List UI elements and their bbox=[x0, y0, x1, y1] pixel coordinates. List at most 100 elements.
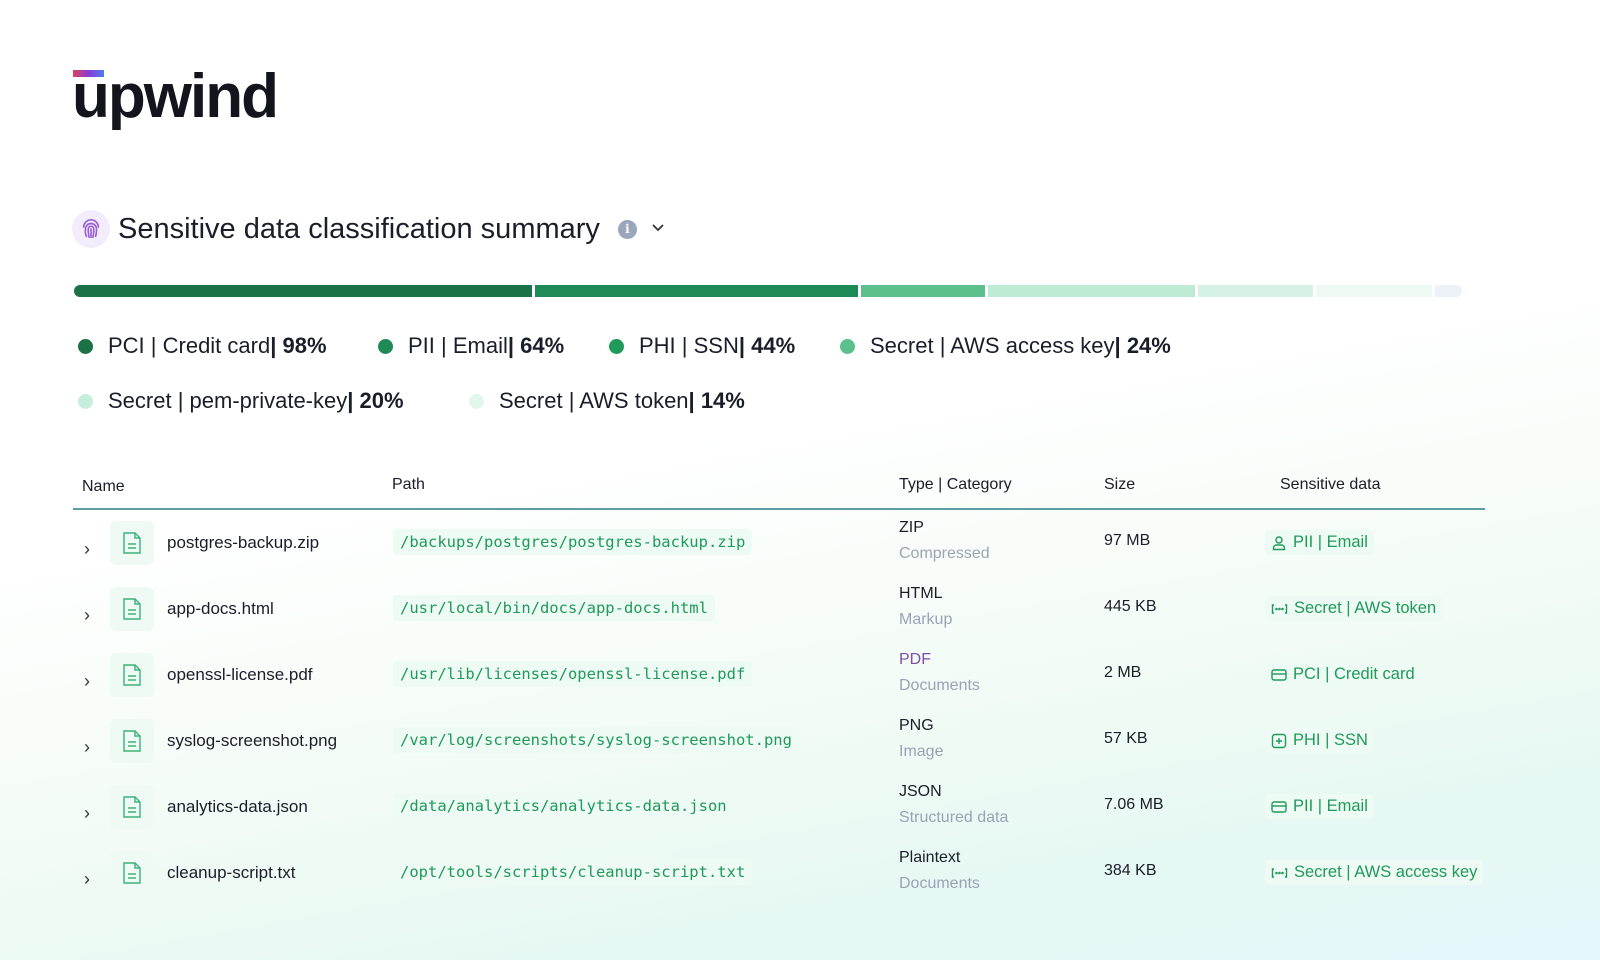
file-category: Documents bbox=[899, 677, 980, 694]
bar-segment bbox=[1316, 285, 1432, 297]
file-size: 2 MB bbox=[1104, 664, 1142, 681]
info-icon[interactable]: i bbox=[617, 219, 637, 239]
file-size: 97 MB bbox=[1104, 532, 1151, 549]
legend-item: PHI | SSN | 44% bbox=[609, 333, 795, 359]
bar-segment bbox=[535, 285, 858, 297]
legend-value: | 20% bbox=[347, 388, 404, 413]
card-icon bbox=[1271, 800, 1287, 814]
table-row[interactable]: › cleanup-script.txt /opt/tools/scripts/… bbox=[0, 849, 1600, 939]
legend-item: PCI | Credit card | 98% bbox=[78, 333, 327, 359]
file-type: PNG bbox=[899, 717, 934, 734]
file-name[interactable]: app-docs.html bbox=[167, 599, 274, 618]
table-row[interactable]: › openssl-license.pdf /usr/lib/licenses/… bbox=[0, 651, 1600, 741]
file-path: /opt/tools/scripts/cleanup-script.txt bbox=[393, 859, 753, 885]
file-type: HTML bbox=[899, 585, 943, 602]
chevron-down-icon[interactable] bbox=[651, 220, 665, 238]
classification-bar bbox=[74, 285, 1464, 297]
file-path: /var/log/screenshots/syslog-screenshot.p… bbox=[393, 727, 799, 753]
summary-header: Sensitive data classification summary i bbox=[72, 210, 665, 248]
file-category: Structured data bbox=[899, 809, 1009, 826]
expand-chevron-icon[interactable]: › bbox=[84, 539, 90, 559]
legend-item: Secret | AWS access key | 24% bbox=[840, 333, 1171, 359]
file-size: 7.06 MB bbox=[1104, 796, 1164, 813]
sensitive-data-label: PII | Email bbox=[1293, 797, 1368, 815]
card-icon bbox=[1271, 668, 1287, 682]
file-name[interactable]: syslog-screenshot.png bbox=[167, 731, 338, 750]
file-icon bbox=[110, 851, 154, 895]
col-header-type[interactable]: Type | Category bbox=[899, 476, 1012, 493]
sensitive-data-label: Secret | AWS token bbox=[1294, 599, 1437, 617]
legend-item: PII | Email | 64% bbox=[378, 333, 564, 359]
file-icon bbox=[110, 719, 154, 763]
file-path: /backups/postgres/postgres-backup.zip bbox=[393, 529, 753, 555]
sensitive-data-badge[interactable]: Secret | AWS token bbox=[1265, 596, 1443, 621]
legend-dot bbox=[378, 338, 393, 354]
table-row[interactable]: › app-docs.html /usr/local/bin/docs/app-… bbox=[0, 585, 1600, 675]
legend-item: Secret | pem-private-key | 20% bbox=[78, 388, 404, 414]
legend-label: PII | Email bbox=[408, 333, 508, 358]
file-type: ZIP bbox=[899, 519, 924, 536]
upwind-logo: upwind bbox=[72, 62, 279, 131]
col-header-size[interactable]: Size bbox=[1104, 476, 1136, 493]
logo-wordmark: upwind bbox=[72, 62, 279, 131]
file-icon bbox=[110, 587, 154, 631]
user-icon bbox=[1271, 535, 1287, 551]
expand-chevron-icon[interactable]: › bbox=[84, 869, 90, 889]
sensitive-data-badge[interactable]: Secret | AWS access key bbox=[1265, 860, 1484, 885]
sensitive-data-label: Secret | AWS access key bbox=[1294, 863, 1478, 881]
table-row[interactable]: › analytics-data.json /data/analytics/an… bbox=[0, 783, 1600, 873]
file-category: Documents bbox=[899, 875, 980, 892]
fingerprint-icon bbox=[72, 210, 110, 248]
bar-segment bbox=[1435, 285, 1462, 297]
file-name[interactable]: postgres-backup.zip bbox=[167, 533, 320, 552]
file-path: /data/analytics/analytics-data.json bbox=[393, 793, 734, 819]
legend-value: | 64% bbox=[507, 333, 565, 358]
legend-dot bbox=[840, 338, 855, 354]
table-row[interactable]: › syslog-screenshot.png /var/log/screens… bbox=[0, 717, 1600, 807]
col-header-path[interactable]: Path bbox=[392, 476, 425, 493]
col-header-name[interactable]: Name bbox=[82, 478, 125, 495]
legend-item: Secret | AWS token | 14% bbox=[469, 388, 745, 414]
sensitive-data-label: PII | Email bbox=[1293, 533, 1368, 551]
file-type: Plaintext bbox=[899, 849, 961, 866]
legend-value: | 14% bbox=[688, 388, 745, 413]
file-size: 445 KB bbox=[1104, 598, 1157, 615]
legend-value: | 98% bbox=[270, 333, 327, 358]
header-divider bbox=[73, 508, 1485, 510]
file-name[interactable]: cleanup-script.txt bbox=[167, 863, 296, 882]
legend-label: Secret | AWS access key bbox=[870, 333, 1115, 358]
file-type: PDF bbox=[899, 651, 931, 668]
file-icon bbox=[110, 785, 154, 829]
col-header-sensitive[interactable]: Sensitive data bbox=[1280, 476, 1381, 493]
sensitive-data-badge[interactable]: PCI | Credit card bbox=[1265, 662, 1421, 687]
expand-chevron-icon[interactable]: › bbox=[84, 737, 90, 757]
legend-dot bbox=[469, 393, 484, 409]
file-type: JSON bbox=[899, 783, 942, 800]
legend-label: Secret | AWS token bbox=[499, 388, 689, 413]
file-size: 57 KB bbox=[1104, 730, 1148, 747]
legend-label: PCI | Credit card bbox=[108, 333, 271, 358]
bar-segment bbox=[74, 285, 532, 297]
expand-chevron-icon[interactable]: › bbox=[84, 671, 90, 691]
key-icon bbox=[1271, 603, 1288, 615]
table-row[interactable]: › postgres-backup.zip /backups/postgres/… bbox=[0, 519, 1600, 609]
expand-chevron-icon[interactable]: › bbox=[84, 605, 90, 625]
sensitive-data-badge[interactable]: PII | Email bbox=[1265, 794, 1374, 819]
legend-label: Secret | pem-private-key bbox=[108, 388, 348, 413]
file-category: Markup bbox=[899, 611, 953, 628]
file-icon bbox=[110, 653, 154, 697]
bar-segment bbox=[1198, 285, 1313, 297]
plus-icon bbox=[1271, 733, 1287, 749]
sensitive-data-label: PHI | SSN bbox=[1293, 731, 1368, 749]
file-name[interactable]: analytics-data.json bbox=[167, 797, 308, 816]
sensitive-data-badge[interactable]: PII | Email bbox=[1265, 530, 1374, 555]
file-path: /usr/lib/licenses/openssl-license.pdf bbox=[393, 661, 753, 687]
bar-segment bbox=[988, 285, 1195, 297]
legend-dot bbox=[78, 393, 93, 409]
file-name[interactable]: openssl-license.pdf bbox=[167, 665, 313, 684]
expand-chevron-icon[interactable]: › bbox=[84, 803, 90, 823]
file-icon bbox=[110, 521, 154, 565]
sensitive-data-label: PCI | Credit card bbox=[1293, 665, 1415, 683]
sensitive-data-badge[interactable]: PHI | SSN bbox=[1265, 728, 1374, 753]
logo-accent bbox=[73, 70, 104, 77]
